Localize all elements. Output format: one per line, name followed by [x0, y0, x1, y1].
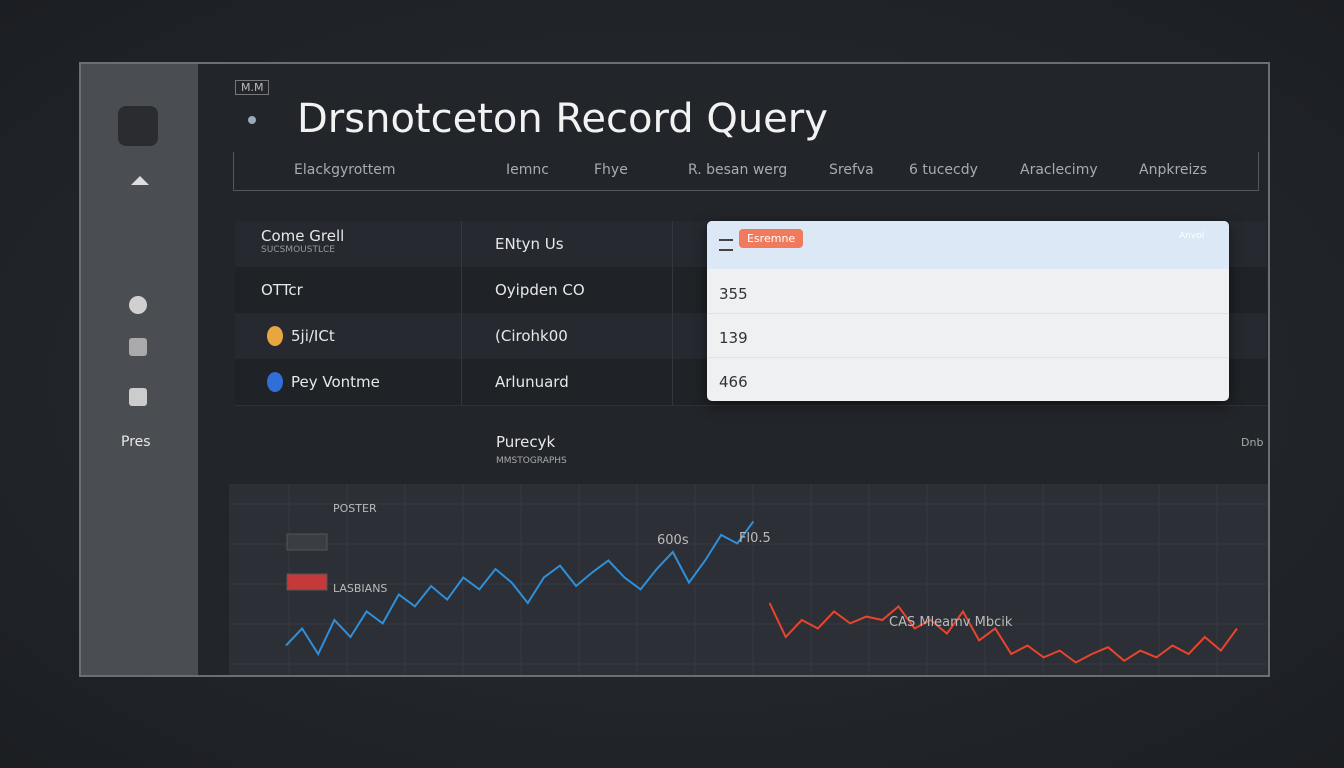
row-icon	[267, 326, 283, 346]
data-line	[768, 602, 1238, 664]
annotation: 600s	[657, 533, 689, 548]
row-separator	[672, 267, 673, 313]
tab[interactable]: Elackgyrottem	[294, 162, 396, 178]
row-separator	[461, 313, 462, 359]
app-window: Pres M.M Drsnotceton Record Query Elackg…	[79, 62, 1270, 677]
option-text[interactable]: 139	[719, 329, 748, 347]
tab[interactable]: Anpkreizs	[1139, 162, 1208, 178]
badge[interactable]: Esremne	[739, 229, 804, 248]
data-line	[285, 520, 755, 657]
chart: POSTER LASBIANS 600s Fl0.5 CAS Mleamv Mbcik	[229, 484, 1268, 675]
annotation: CAS Mleamv Mbcik	[889, 615, 1013, 630]
legend-swatch	[286, 573, 328, 591]
chart-panel: POSTER LASBIANS 600s Fl0.5 CAS Mleamv Mbcik	[229, 484, 1268, 675]
nav-icon[interactable]	[129, 296, 147, 314]
section-subtitle: MMSTOGRAPHS	[496, 456, 567, 466]
tab[interactable]: 6 tucecdy	[909, 162, 978, 178]
cell: Pey Vontme	[291, 373, 380, 391]
menu-button[interactable]	[118, 106, 158, 146]
list-icon	[719, 239, 733, 251]
tab-bar: Elackgyrottem Iemnc Fhye R. besan werg Srefv…	[233, 152, 1259, 191]
row-separator	[672, 313, 673, 359]
dropdown-option[interactable]: 355	[707, 269, 1229, 314]
legend-label: LASBIANS	[333, 582, 387, 595]
legend-swatch	[286, 533, 328, 551]
tab[interactable]: Srefva	[829, 162, 874, 178]
section-title: Purecyk	[496, 433, 556, 451]
row-separator	[461, 267, 462, 313]
cell: (Cirohk00	[495, 327, 568, 345]
option-text[interactable]: 466	[719, 373, 748, 391]
annotation: Fl0.5	[739, 531, 771, 546]
tab[interactable]: Araclecimy	[1020, 162, 1098, 178]
row-icon	[267, 372, 283, 392]
sidebar: Pres	[81, 64, 198, 675]
legend-label: POSTER	[333, 502, 377, 515]
cell: Oyipden CO	[495, 281, 585, 299]
cell: Come Grell	[261, 227, 345, 245]
row-separator	[672, 221, 673, 267]
tab[interactable]: R. besan werg	[688, 162, 788, 178]
page-title: Drsnotceton Record Query	[297, 96, 828, 142]
dropdown-option[interactable]: 139	[707, 313, 1229, 358]
header-label: Anvol	[1179, 231, 1205, 241]
cell: OTTcr	[261, 281, 303, 299]
cell: Arlunuard	[495, 373, 569, 391]
status-dot	[248, 116, 256, 124]
cell-subtitle: SUCSMOUSTLCE	[261, 245, 335, 255]
option-text[interactable]: 355	[719, 285, 748, 303]
sidebar-label[interactable]: Pres	[121, 434, 151, 450]
section-label: Dnb	[1241, 436, 1264, 449]
row-separator	[461, 359, 462, 405]
cell: 5ji/ICt	[291, 327, 335, 345]
badge: M.M	[235, 80, 270, 95]
dropdown-option[interactable]: 466	[707, 357, 1229, 401]
cell: ENtyn Us	[495, 235, 564, 253]
dropdown: Esremne Anvol 355 139 466	[707, 221, 1229, 401]
nav-icon[interactable]	[129, 338, 147, 356]
tab[interactable]: Fhye	[594, 162, 628, 178]
collapse-arrow[interactable]	[131, 176, 149, 185]
tab[interactable]: Iemnc	[506, 162, 549, 178]
row-separator	[672, 359, 673, 405]
row-separator	[461, 221, 462, 267]
nav-icon[interactable]	[129, 388, 147, 406]
